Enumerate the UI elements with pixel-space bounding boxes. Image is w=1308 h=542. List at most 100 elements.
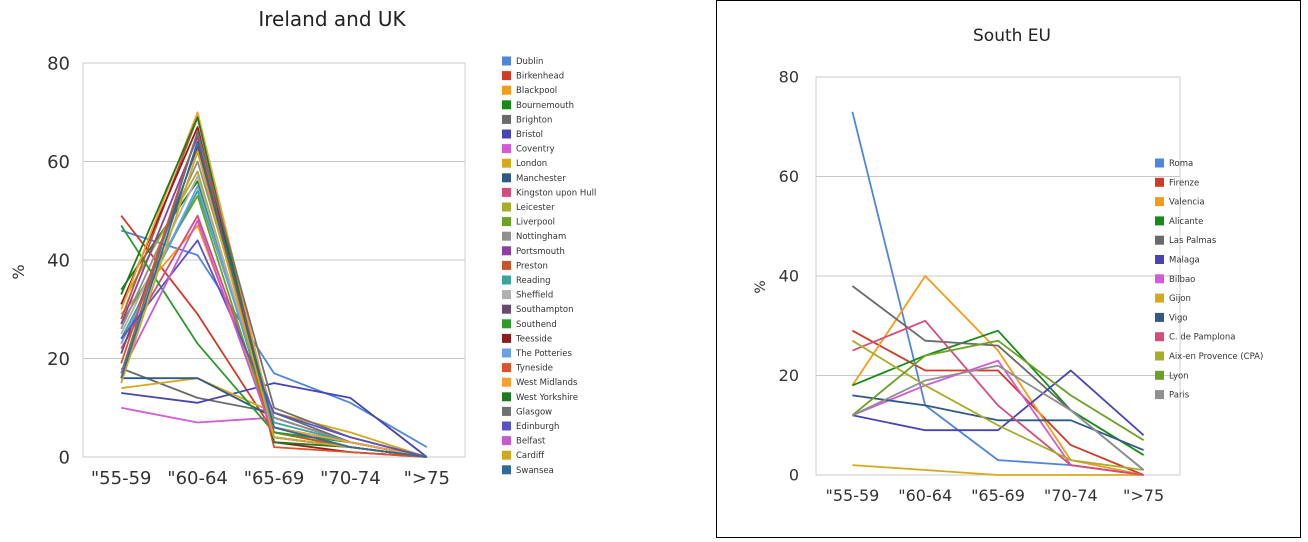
legend-swatch: [502, 246, 511, 256]
legend-label: Aix-en Provence (CPA): [1169, 352, 1263, 362]
legend-swatch: [1155, 312, 1164, 322]
x-tick-label: "60-64: [898, 486, 952, 505]
series-line-2: [851, 275, 1144, 476]
series-line-5: [852, 369, 1145, 436]
legend-swatch: [502, 319, 511, 329]
legend-label: Vigo: [1169, 313, 1188, 323]
series-line-28: [120, 140, 427, 458]
legend-swatch: [502, 275, 511, 285]
legend-swatch: [502, 304, 511, 314]
legend-label: London: [516, 159, 547, 169]
y-tick-label: 0: [59, 447, 70, 468]
legend-swatch: [1155, 197, 1164, 207]
legend-label: Coventry: [516, 145, 555, 155]
legend-swatch: [1155, 293, 1164, 303]
legend-swatch: [502, 202, 511, 212]
legend-swatch: [502, 158, 511, 168]
x-tick-label: "65-69: [244, 468, 305, 489]
legend-label: Dublin: [516, 57, 543, 67]
legend-label: Portsmouth: [516, 247, 565, 257]
legend-label: Blackpool: [516, 86, 557, 96]
legend-swatch: [502, 144, 511, 154]
legend-label: Roma: [1169, 159, 1193, 169]
south-eu-chart: South EU 0 20 40 60 80% "55-59 "60-64 "65-69 "70-…: [716, 0, 1301, 538]
legend-label: Leicester: [516, 203, 555, 213]
series-line-10: [851, 339, 1144, 471]
legend-swatch: [502, 392, 511, 402]
legend-label: West Yorkshire: [516, 393, 578, 403]
legend-label: Kingston upon Hull: [516, 188, 596, 198]
legend-label: Tyneside: [515, 364, 553, 374]
legend-label: Alicante: [1169, 217, 1203, 227]
legend-swatch: [1155, 370, 1164, 380]
legend-label: Preston: [516, 261, 548, 271]
series-line-12: [852, 364, 1145, 471]
y-axis-label: %: [753, 280, 769, 293]
y-tick-label: 20: [779, 366, 799, 385]
legend-swatch: [502, 187, 511, 197]
chart-title: Ireland and UK: [258, 7, 406, 31]
series-line-8: [852, 394, 1144, 451]
x-tick-label: "65-69: [971, 486, 1025, 505]
ireland-uk-chart: Ireland and UK 0 20 40 60 80% "55-59 "60-64 "65-…: [9, 7, 596, 489]
legend-label: Cardiff: [516, 451, 545, 461]
legend-label: Lyon: [1169, 371, 1189, 381]
legend-swatch: [502, 173, 511, 183]
legend-swatch: [502, 56, 511, 66]
legend-label: Glasgow: [516, 407, 552, 417]
y-tick-label: 40: [47, 250, 70, 271]
legend-label: Belfast: [516, 437, 546, 447]
y-tick-label: 60: [47, 152, 70, 173]
legend-swatch: [1155, 390, 1164, 400]
legend-swatch: [502, 290, 511, 300]
legend-swatch: [502, 406, 511, 416]
legend-swatch: [502, 100, 511, 110]
legend-swatch: [502, 333, 511, 343]
legend-label: Nottingham: [516, 232, 566, 242]
legend-label: Manchester: [516, 174, 566, 184]
y-axis-label: %: [9, 264, 28, 279]
x-tick-label: ">75: [1123, 486, 1164, 505]
legend-swatch: [502, 450, 511, 460]
x-tick-label: ">75: [404, 468, 450, 489]
legend-swatch: [1155, 177, 1164, 187]
legend-swatch: [502, 71, 511, 81]
legend-label: Teesside: [515, 334, 552, 344]
legend-label: C. de Pamplona: [1169, 333, 1235, 343]
legend-label: West Midlands: [516, 378, 578, 388]
legend-label: Swansea: [516, 466, 554, 476]
series-line-7: [852, 464, 1144, 476]
legend-label: Malaga: [1169, 256, 1200, 266]
legend-swatch: [502, 231, 511, 241]
legend-label: Southend: [516, 320, 557, 330]
series-line-3: [852, 329, 1145, 456]
legend-label: Bilbao: [1169, 275, 1195, 285]
legend-swatch: [502, 85, 511, 95]
y-tick-label: 40: [779, 267, 799, 286]
legend-swatch: [1155, 332, 1164, 342]
legend-swatch: [1155, 255, 1164, 264]
legend-label: Southampton: [516, 305, 574, 315]
x-tick-label: "60-64: [167, 468, 228, 489]
legend-swatch: [502, 217, 511, 227]
legend-label: The Potteries: [515, 349, 573, 359]
x-tick-label: "55-59: [91, 468, 152, 489]
series-line-11: [851, 339, 1145, 441]
x-tick-label: "70-74: [1044, 486, 1098, 505]
series-line-21: [120, 131, 427, 458]
legend-swatch: [1155, 274, 1164, 284]
legend-swatch: [1155, 158, 1164, 168]
legend-swatch: [502, 465, 511, 475]
legend-swatch: [1155, 216, 1164, 226]
series-line-9: [852, 319, 1144, 476]
legend-label: Firenze: [1169, 178, 1199, 188]
south-eu-chart-svg: South EU 0 20 40 60 80% "55-59 "60-64 "65-69 "70-…: [753, 26, 1263, 505]
legend-swatch: [502, 260, 511, 270]
legend-swatch: [502, 377, 511, 387]
series-line-5: [121, 382, 428, 458]
legend-label: Valencia: [1169, 198, 1205, 208]
x-tick-label: "55-59: [825, 486, 879, 505]
legend-label: Gijon: [1169, 294, 1191, 304]
series-line-10: [120, 170, 427, 458]
legend-label: Liverpool: [516, 218, 555, 228]
